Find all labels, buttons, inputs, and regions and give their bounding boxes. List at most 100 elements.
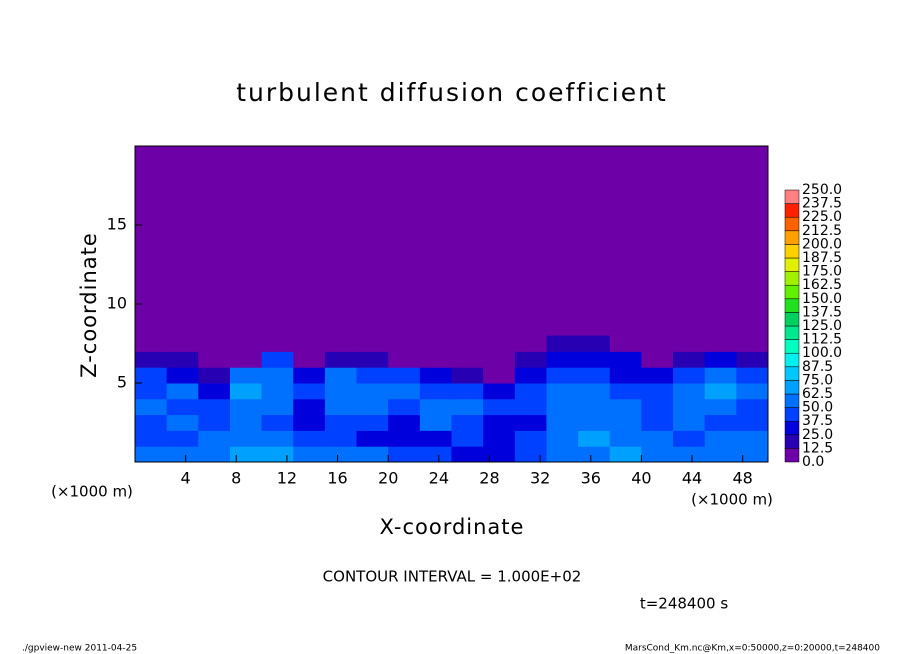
colorbar-label: 37.5	[802, 413, 833, 429]
heat-cell	[546, 414, 579, 431]
heat-cell	[166, 398, 199, 416]
heat-cell	[736, 414, 768, 431]
y-tick-label: 5	[117, 373, 127, 392]
y-tick-label: 10	[107, 294, 127, 313]
heat-cell	[673, 367, 706, 384]
heat-cell	[419, 335, 452, 352]
heat-cell	[198, 398, 231, 416]
heat-cell	[419, 430, 452, 447]
x-tick-label: 8	[231, 469, 241, 488]
heat-cell	[388, 367, 421, 384]
x-axis-label: X-coordinate	[380, 515, 525, 539]
heat-cell	[261, 414, 294, 431]
heat-cell	[293, 351, 326, 368]
heat-cell	[641, 398, 674, 416]
heat-cell	[324, 446, 358, 462]
heat-cell	[578, 351, 611, 368]
heat-cell	[609, 335, 642, 352]
heat-cell	[514, 430, 547, 447]
heat-cell	[324, 367, 358, 384]
heat-cell	[293, 398, 326, 416]
heat-cell	[261, 367, 294, 384]
heat-cell	[483, 383, 516, 400]
heat-cell	[166, 383, 199, 400]
heat-cell	[419, 398, 452, 416]
colorbar-label: 212.5	[802, 223, 842, 239]
heat-cell	[388, 398, 421, 416]
heat-cell	[641, 383, 674, 400]
heat-cell	[673, 446, 706, 462]
heat-cell	[451, 414, 484, 431]
colorbar-box	[784, 393, 800, 408]
heat-cell	[293, 446, 326, 462]
x-tick-label: 28	[479, 469, 499, 488]
x-tick-label: 36	[581, 469, 601, 488]
heat-cell	[324, 430, 358, 447]
heat-cell	[451, 430, 484, 447]
heat-cell	[293, 430, 326, 447]
heat-cell	[578, 398, 611, 416]
heat-cell	[546, 335, 579, 352]
heat-cell	[356, 430, 389, 447]
y-tick-label: 15	[107, 215, 127, 234]
heat-cell	[135, 383, 168, 400]
heat-cell	[673, 398, 706, 416]
heat-cell	[546, 398, 579, 416]
heat-cell	[261, 398, 294, 416]
heat-cell	[261, 351, 294, 368]
heat-cell	[609, 414, 642, 431]
heat-cell	[578, 367, 611, 384]
colorbar-box	[784, 189, 800, 204]
heat-cell	[546, 351, 579, 368]
x-tick-label: 4	[181, 469, 191, 488]
heat-cell	[736, 351, 768, 368]
heat-cell	[261, 446, 294, 462]
colorbar-box	[784, 271, 800, 286]
chart-title: turbulent diffusion coefficient	[236, 78, 668, 107]
heat-cell	[704, 398, 737, 416]
x-tick-label: 16	[327, 469, 347, 488]
colorbar-label: 87.5	[802, 359, 833, 375]
heat-cell	[135, 430, 168, 447]
heat-cell	[451, 383, 484, 400]
heat-cell	[419, 383, 452, 400]
heat-cell	[229, 367, 263, 384]
heat-cell	[324, 414, 358, 431]
heat-cell	[229, 335, 263, 352]
heat-cell	[451, 446, 484, 462]
heat-cell	[324, 398, 358, 416]
colorbar-label: 187.5	[802, 250, 842, 266]
footer-right: MarsCond_Km.nc@Km,x=0:50000,z=0:20000,t=…	[625, 644, 880, 654]
heat-cell	[166, 351, 199, 368]
heat-cell	[419, 414, 452, 431]
colorbar-box	[784, 216, 800, 232]
heat-cell	[198, 351, 231, 368]
heat-cell	[641, 414, 674, 431]
heat-cell	[451, 398, 484, 416]
heat-cell	[673, 430, 706, 447]
colorbar-label: 137.5	[802, 304, 842, 320]
heat-cell	[135, 414, 168, 431]
heat-cell	[324, 383, 358, 400]
heat-cell	[609, 351, 642, 368]
heat-cell	[229, 414, 263, 431]
heat-cell	[419, 351, 452, 368]
x-tick-label: 24	[429, 469, 449, 488]
heat-cell	[356, 398, 389, 416]
heat-cell	[388, 335, 421, 352]
heat-cell	[166, 446, 199, 462]
colorbar-box	[784, 352, 800, 368]
heat-cell	[578, 335, 611, 352]
colorbar-box	[784, 380, 800, 395]
colorbar-box	[784, 203, 800, 218]
heat-cell	[736, 383, 768, 400]
heat-cell	[229, 383, 263, 400]
footer-left: ./gpview-new 2011-04-25	[22, 644, 137, 654]
heat-cell	[609, 367, 642, 384]
heat-cell	[483, 398, 516, 416]
colorbar-box	[784, 284, 800, 300]
heat-cell	[514, 351, 547, 368]
colorbar-label: 12.5	[802, 440, 833, 456]
heat-cell	[198, 414, 231, 431]
